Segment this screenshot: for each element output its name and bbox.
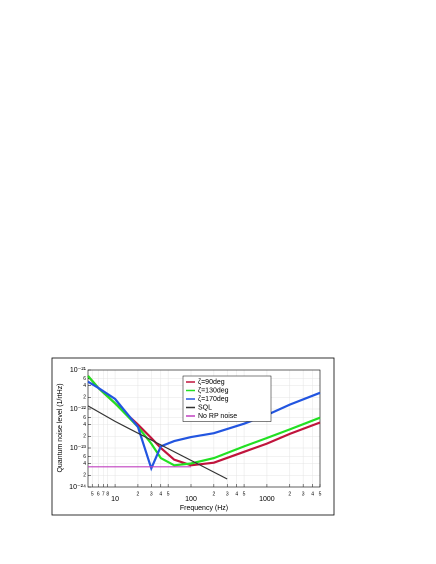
x-tick-label: 5 xyxy=(243,491,246,497)
legend-label: ζ=90deg xyxy=(198,379,225,386)
x-tick-label: 100 xyxy=(185,496,197,503)
legend-label: ζ=170deg xyxy=(198,396,229,403)
legend-label: SQL xyxy=(198,404,212,411)
y-tick-label: 10⁻²⁴ xyxy=(69,484,86,491)
x-tick-label: 6 xyxy=(97,491,100,497)
plot-frame xyxy=(87,369,321,488)
y-tick-label: 2 xyxy=(83,434,86,440)
legend-label: No RP noise xyxy=(198,413,237,420)
x-tick-label: 10 xyxy=(111,496,119,503)
legend-box xyxy=(182,375,272,422)
y-tick-label: 2 xyxy=(83,473,86,479)
series-line xyxy=(87,405,228,480)
y-tick-label: 4 xyxy=(83,422,86,428)
x-tick-label: 3 xyxy=(302,491,305,497)
y-tick-label: 2 xyxy=(83,395,86,401)
x-tick-label: 4 xyxy=(159,491,162,497)
x-tick-label: 1000 xyxy=(259,496,275,503)
x-tick-label: 3 xyxy=(150,491,153,497)
x-tick-label: 5 xyxy=(167,491,170,497)
x-tick-label: 5 xyxy=(91,491,94,497)
x-axis-label: Frequency (Hz) xyxy=(180,505,228,512)
x-tick-label: 7 xyxy=(102,491,105,497)
y-tick-label: 6 xyxy=(83,454,86,460)
x-tick-label: 2 xyxy=(212,491,215,497)
x-tick-label: 5 xyxy=(319,491,322,497)
y-tick-label: 6 xyxy=(83,376,86,382)
y-tick-label: 6 xyxy=(83,415,86,421)
x-tick-label: 4 xyxy=(235,491,238,497)
x-tick-label: 2 xyxy=(137,491,140,497)
x-tick-label: 3 xyxy=(226,491,229,497)
x-tick-label: 4 xyxy=(311,491,314,497)
y-tick-label: 4 xyxy=(83,383,86,389)
y-tick-label: 10⁻²¹ xyxy=(70,367,87,374)
x-tick-label: 2 xyxy=(288,491,291,497)
y-tick-label: 4 xyxy=(83,461,86,467)
legend-label: ζ=130deg xyxy=(198,387,229,394)
series-line xyxy=(87,375,321,467)
y-tick-label: 10⁻²³ xyxy=(70,445,87,452)
x-tick-label: 8 xyxy=(106,491,109,497)
y-tick-label: 10⁻²² xyxy=(70,406,87,413)
y-axis-label: Quantum noise level (1/rtHz) xyxy=(57,383,64,472)
